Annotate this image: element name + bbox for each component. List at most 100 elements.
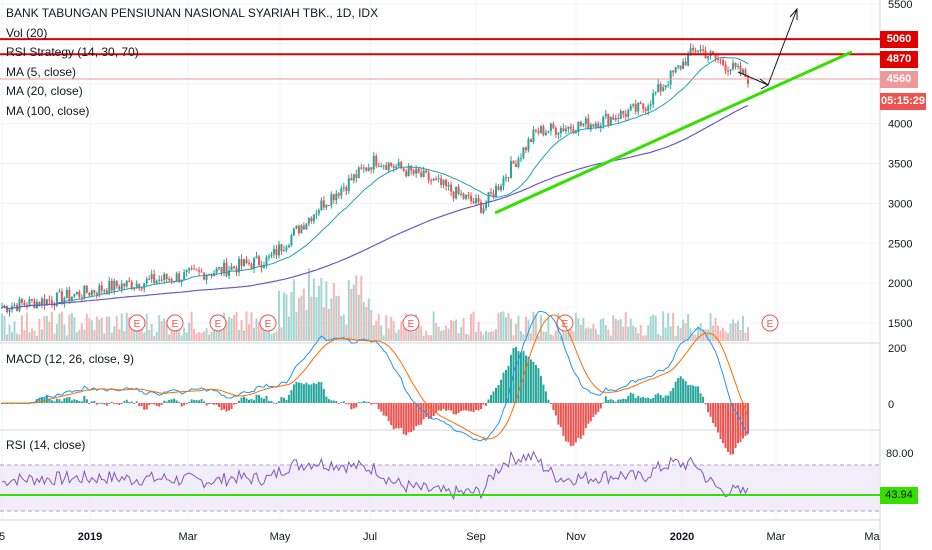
earnings-marker[interactable] (209, 314, 227, 332)
volume-bar (215, 322, 218, 341)
earnings-marker[interactable] (259, 314, 277, 332)
volume-bar (88, 318, 91, 341)
candle-body (275, 248, 278, 256)
macd-hist-bar (48, 398, 51, 403)
volume-bar (654, 315, 657, 341)
earnings-marker[interactable] (761, 314, 779, 332)
macd-hist-bar (228, 403, 231, 411)
volume-bar (210, 331, 213, 341)
volume-bar (612, 315, 615, 341)
volume-bar (100, 317, 103, 341)
volume-bar (145, 313, 148, 341)
candle-body (48, 299, 51, 301)
candle-body (499, 185, 502, 190)
macd-hist-bar (460, 403, 463, 412)
arrow-down-path[interactable] (737, 71, 769, 86)
candle-body (514, 163, 517, 168)
macd-hist-bar (340, 402, 343, 404)
volume-bar (362, 302, 365, 341)
macd-hist-bar (295, 381, 298, 403)
candle-body (317, 210, 320, 214)
candle-body (422, 170, 425, 177)
macd-hist-bar (362, 400, 365, 403)
macd-hist-bar (490, 394, 493, 403)
candle-body (599, 125, 602, 128)
volume-bar (340, 315, 343, 341)
earnings-marker[interactable] (402, 314, 420, 332)
candle-body (362, 167, 365, 169)
candle-body (602, 116, 605, 126)
candle-body (30, 298, 33, 301)
macd-hist-bar (425, 403, 428, 418)
macd-hist-bar (692, 385, 695, 403)
candle-body (542, 126, 545, 136)
candle-body (552, 123, 555, 129)
candle-body (427, 172, 430, 181)
volume-bar (497, 312, 500, 341)
macd-hist-bar (517, 351, 520, 403)
macd-hist-bar (375, 403, 378, 405)
candle-body (83, 285, 86, 298)
candle-body (522, 147, 525, 158)
volume-bar (485, 330, 488, 341)
macd-hist-bar (664, 395, 667, 403)
volume-bar (315, 296, 318, 341)
arrow-up-path[interactable] (767, 8, 798, 86)
rsi-legend[interactable]: RSI (14, close) (6, 438, 86, 452)
candle-body (495, 186, 498, 198)
macd-hist-bar (307, 384, 310, 403)
macd-hist-bar (312, 383, 315, 403)
macd-hist-bar (707, 403, 710, 413)
volume-bar (150, 323, 153, 341)
candle-body (115, 280, 118, 287)
candle-body (342, 187, 345, 189)
earnings-marker[interactable] (128, 314, 146, 332)
candle-body (722, 60, 725, 65)
macd-hist-bar (512, 348, 515, 403)
macd-legend[interactable]: MACD (12, 26, close, 9) (6, 352, 135, 366)
volume-bar (1, 313, 3, 341)
candle-body (325, 205, 328, 208)
volume-bar (382, 335, 385, 341)
volume-bar (282, 292, 285, 341)
candle-body (350, 178, 353, 181)
candle-body (105, 290, 108, 294)
volume-bar (355, 275, 358, 341)
candle-body (120, 283, 123, 290)
volume-bar (13, 321, 16, 341)
volume-bar (233, 315, 236, 341)
volume-bar (33, 330, 36, 341)
volume-bar (519, 331, 522, 341)
macd-hist-bar (524, 355, 527, 403)
candle-body (597, 123, 600, 128)
volume-bar (682, 319, 685, 341)
volume-bar (707, 329, 710, 341)
candle-body (480, 201, 483, 213)
volume-bar (370, 310, 373, 341)
volume-bar (180, 335, 183, 341)
volume-bar (337, 295, 340, 341)
candle-body (375, 155, 378, 166)
volume-bar (123, 331, 126, 341)
earnings-marker-label: E (408, 319, 415, 330)
macd-hist-bar (98, 402, 101, 404)
time-tick: 5 (0, 531, 5, 543)
candle-body (68, 289, 71, 301)
macd-hist-bar (300, 383, 303, 403)
macd-hist-bar (115, 403, 118, 405)
earnings-marker[interactable] (166, 314, 184, 332)
macd-hist-bar (205, 403, 208, 406)
macd-hist-bar (327, 399, 330, 403)
candle-body (534, 129, 537, 131)
volume-bar (457, 333, 460, 341)
candle-body (532, 129, 535, 142)
macd-hist-bar (123, 401, 126, 403)
volume-bar (504, 317, 507, 341)
candle-body (23, 302, 26, 305)
macd-hist-bar (198, 400, 201, 403)
trend-line[interactable] (494, 50, 853, 215)
candle-body (380, 165, 383, 167)
volume-bar (90, 320, 93, 341)
candle-body (470, 195, 473, 202)
